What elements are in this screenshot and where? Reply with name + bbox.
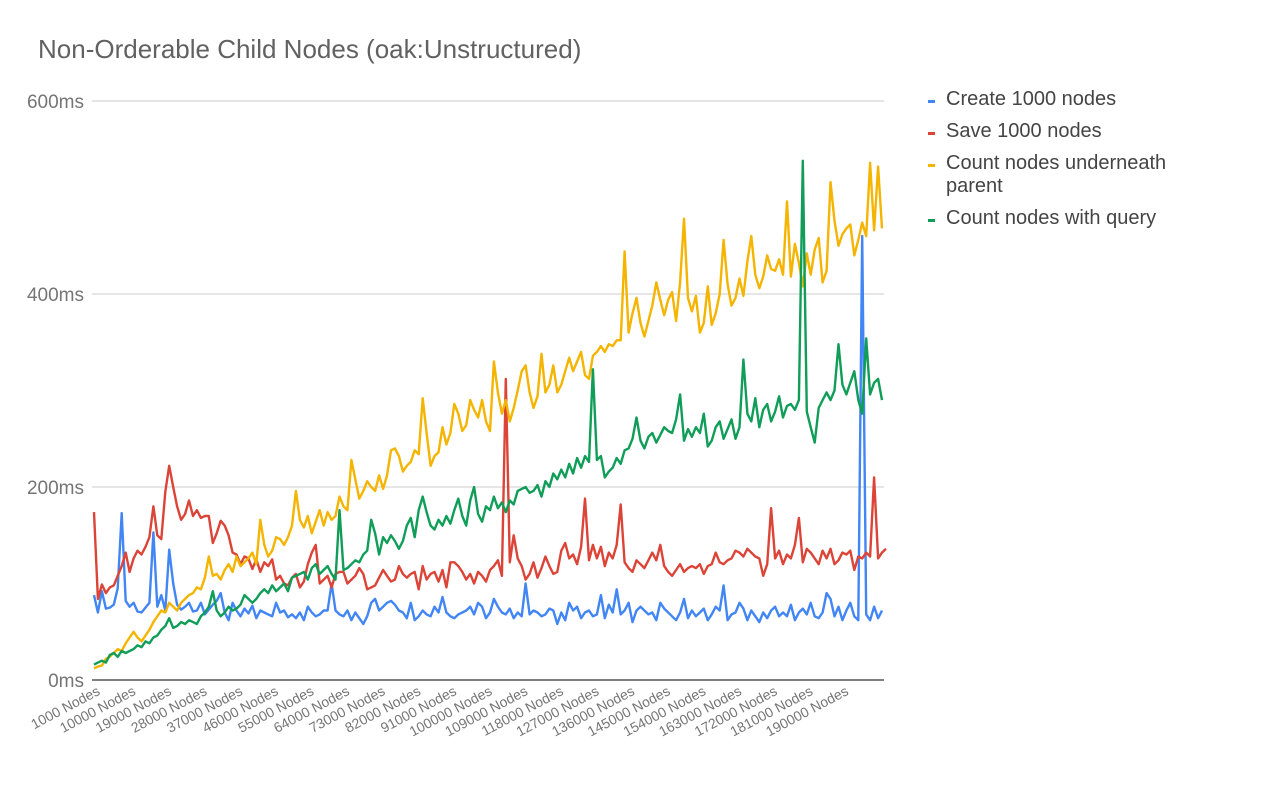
chart-title: Non-Orderable Child Nodes (oak:Unstructu…: [38, 34, 582, 64]
legend-item-create: Create 1000 nodes: [928, 88, 1228, 111]
series-line-1: [92, 377, 887, 601]
y-tick-label: 200ms: [27, 478, 84, 499]
series-line-3: [93, 159, 884, 666]
y-tick-label: 0ms: [48, 671, 84, 692]
y-tick-label: 400ms: [27, 285, 84, 306]
legend-label-save: Save 1000 nodes: [946, 120, 1102, 142]
y-tick-label: 600ms: [27, 92, 84, 113]
series-line-2: [93, 161, 884, 670]
gridlines: [92, 100, 884, 681]
legend-item-save: Save 1000 nodes: [928, 120, 1228, 143]
legend-swatch-count-parent: [928, 164, 935, 167]
legend: Create 1000 nodes Save 1000 nodes Count …: [928, 88, 1228, 239]
series-lines: [92, 159, 887, 670]
legend-swatch-count-query: [928, 219, 935, 222]
legend-label-create: Create 1000 nodes: [946, 88, 1117, 110]
legend-item-count-parent: Count nodes underneath parent: [928, 152, 1228, 198]
legend-swatch-save: [928, 132, 935, 135]
legend-swatch-create: [928, 100, 935, 103]
y-axis-ticks: 0ms 200ms 400ms 600ms: [27, 92, 84, 692]
legend-label-count-query: Count nodes with query: [946, 207, 1157, 229]
legend-item-count-query: Count nodes with query: [928, 207, 1228, 230]
series-line-0: [92, 234, 884, 626]
legend-label-count-parent: Count nodes underneath parent: [946, 152, 1167, 197]
